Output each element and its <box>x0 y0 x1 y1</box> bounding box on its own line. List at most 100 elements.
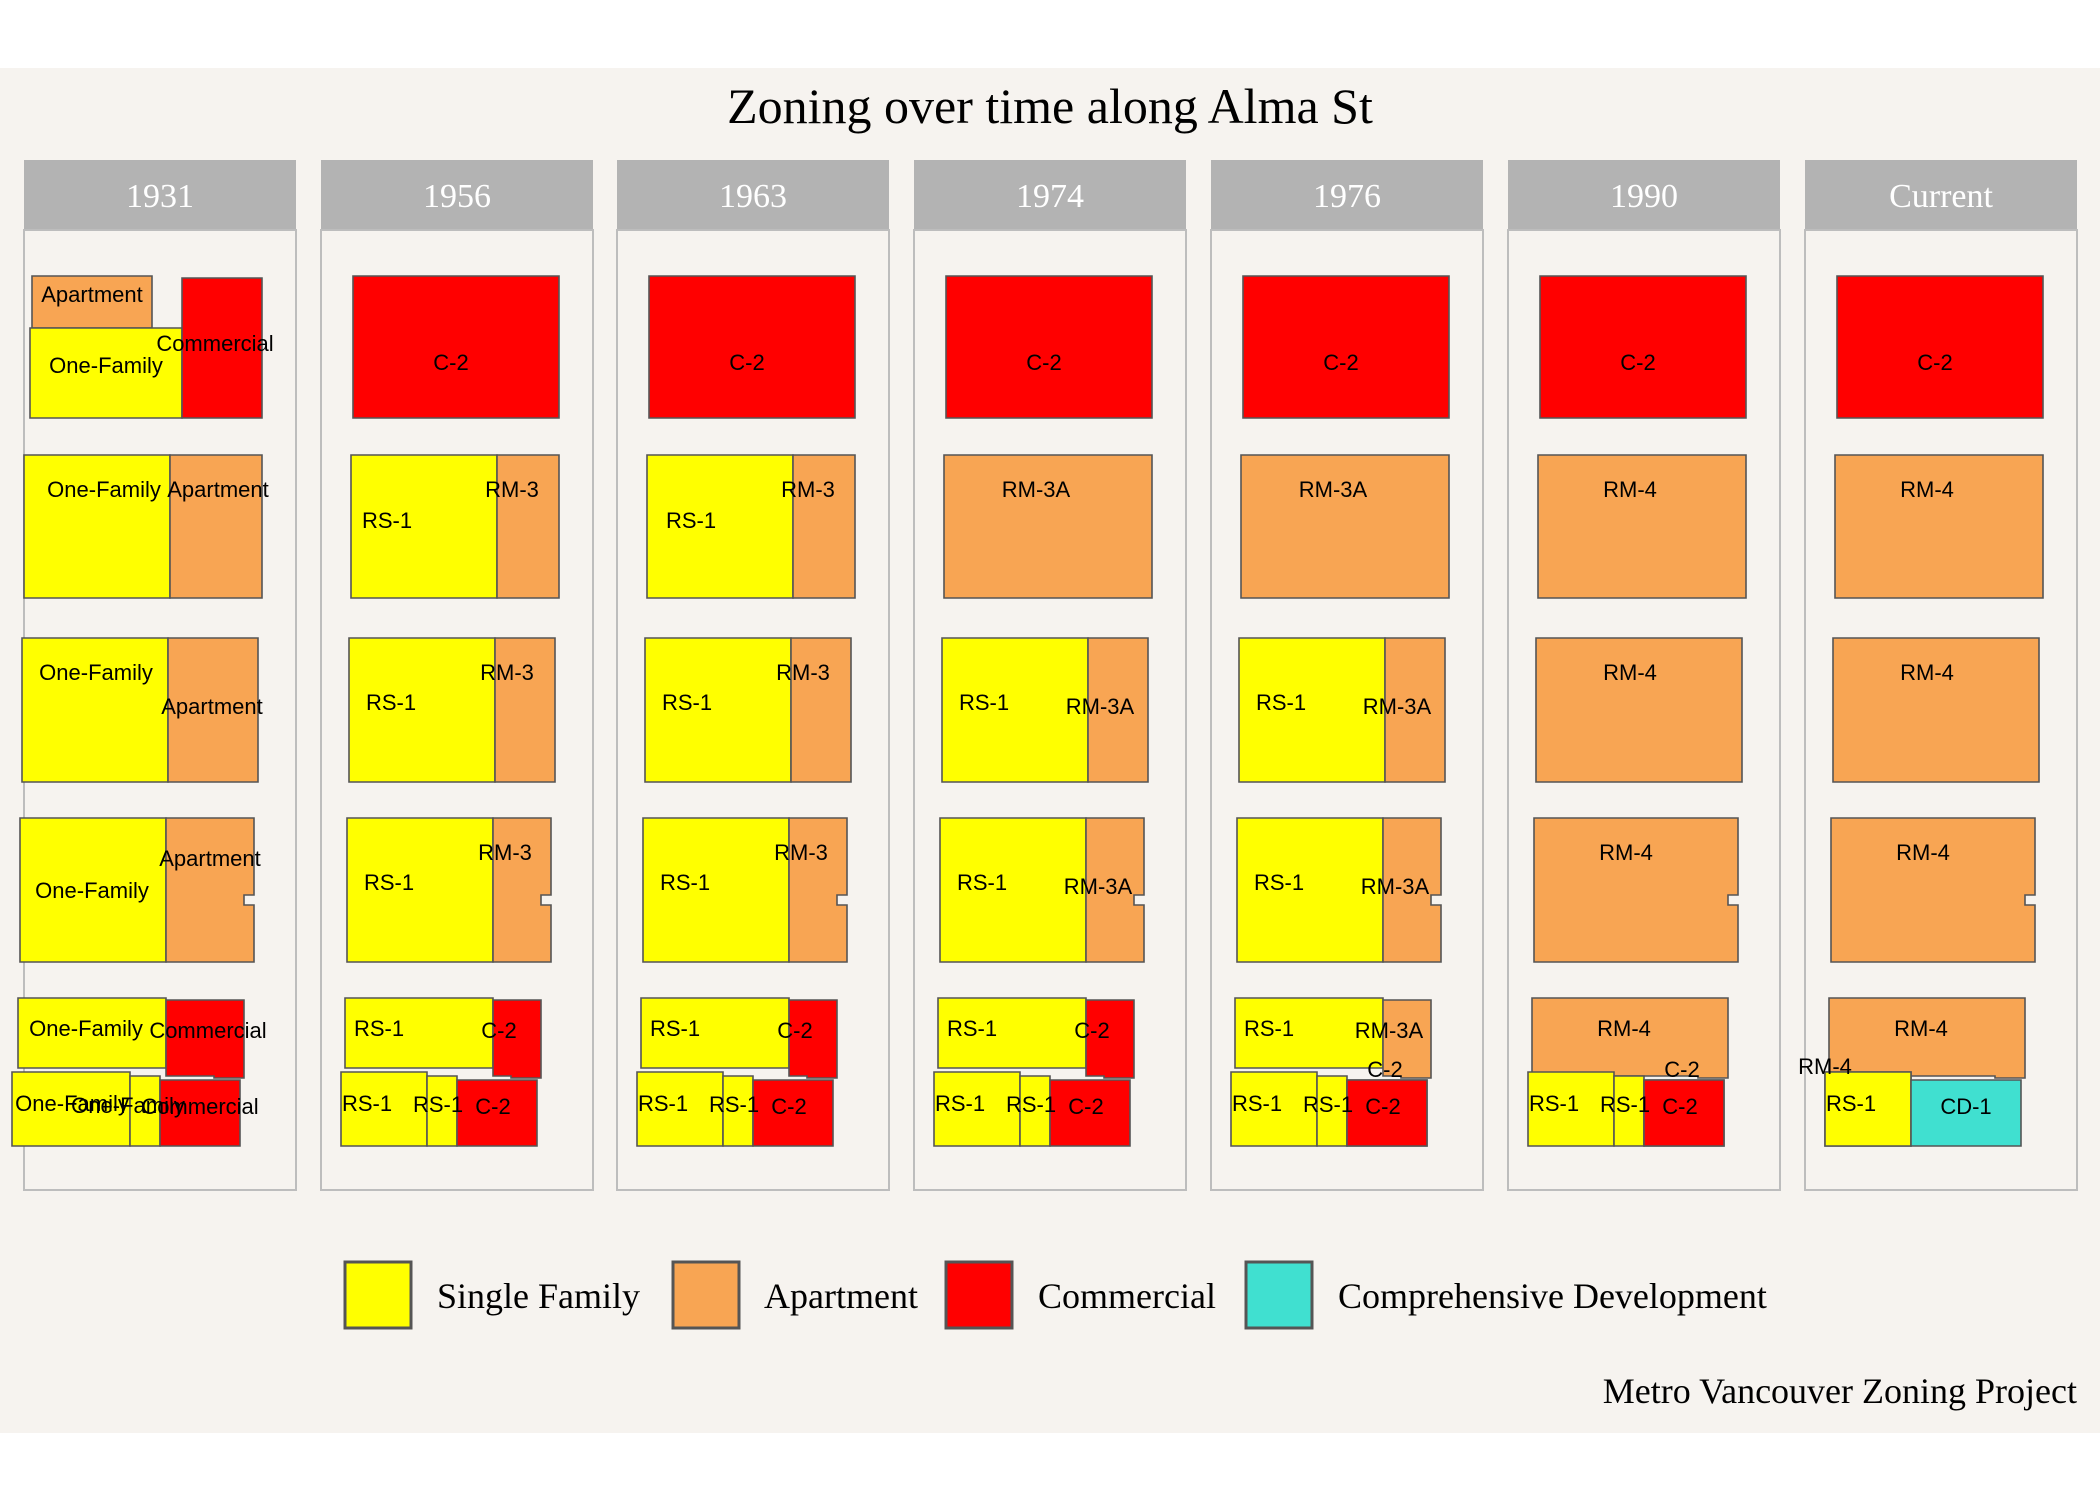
zoning-lot-commercial <box>1836 275 2044 419</box>
legend-item-commercial: Commercial <box>944 1260 1216 1330</box>
zoning-lot-label: CD-1 <box>1940 1094 1991 1119</box>
zoning-lots <box>1527 275 1747 1147</box>
facet-panel-border <box>1210 229 1484 1191</box>
plot-caption: Metro Vancouver Zoning Project <box>1603 1371 2077 1411</box>
zoning-lot-apartment <box>492 817 552 963</box>
facet-panel-1931: 1931ApartmentOne-FamilyCommercialOne-Fam… <box>11 160 297 1191</box>
facet-panel-1963: 1963 C-2 RS-1 RM-3 RS-1 RM-3 RS-1 RM-3 RS-1 C-2 RS… <box>616 160 890 1191</box>
zoning-labels: C-2 RS-1 RM-3 RS-1 RM-3 RS-1 RM-3 RS-1 C-2 RS-1 RS… <box>638 350 835 1119</box>
zoning-lot-label: RS-1 <box>1232 1091 1282 1116</box>
zoning-lot-apartment <box>496 454 560 599</box>
zoning-lot-commercial <box>648 275 856 419</box>
zoning-lot-apartment <box>494 637 556 783</box>
zoning-lot-label: RM-4 <box>1894 1016 1948 1041</box>
zoning-lot-label: RM-3A <box>1361 874 1430 899</box>
zoning-lot-label: C-2 <box>1620 350 1655 375</box>
facet-panel-1974: 1974 C-2 RM-3A RS-1 RM-3A RS-1 RM-3A RS-1 C-2 RS-… <box>913 160 1187 1191</box>
zoning-lot-commercial <box>945 275 1153 419</box>
zoning-lot-label: RS-1 <box>354 1016 404 1041</box>
zoning-lot-apartment <box>943 454 1153 599</box>
zoning-lot-apartment <box>1834 454 2044 599</box>
zoning-lot-apartment <box>169 454 263 599</box>
facet-strip <box>914 160 1186 230</box>
zoning-lot-label: RS-1 <box>1303 1092 1353 1117</box>
facet-strip <box>24 160 296 230</box>
zoning-lot-label: RM-4 <box>1603 660 1657 685</box>
zoning-lot-label: RS-1 <box>364 870 414 895</box>
zoning-lot-label: C-2 <box>1323 350 1358 375</box>
zoning-lot-label: One-Family <box>47 477 161 502</box>
zoning-lot-comprehensive-development <box>1910 1079 2022 1147</box>
zoning-lot-label: RS-1 <box>662 690 712 715</box>
zoning-lot-commercial <box>1643 1079 1725 1147</box>
zoning-lot-label: C-2 <box>1664 1057 1699 1082</box>
zoning-lot-apartment <box>1832 637 2040 783</box>
zoning-lots <box>11 275 263 1147</box>
zoning-lot-apartment <box>790 637 852 783</box>
legend-item-apartment: Apartment <box>671 1260 918 1330</box>
facet-strip <box>1211 160 1483 230</box>
zoning-labels: C-2 RM-4 RM-4 RM-4 RM-4 RS-1 RS-1 C-2 C-2 <box>1529 350 1700 1119</box>
zoning-lot-label: RS-1 <box>342 1091 392 1116</box>
zoning-lot-label: RM-3A <box>1066 694 1135 719</box>
zoning-lot-label: C-2 <box>1662 1094 1697 1119</box>
zoning-lot-label: One-Family <box>39 660 153 685</box>
zoning-lot-label: RM-4 <box>1599 840 1653 865</box>
zoning-lot-label: RS-1 <box>1244 1016 1294 1041</box>
zoning-lots <box>636 275 856 1147</box>
zoning-lot-label: RM-3A <box>1002 477 1071 502</box>
facet-panel-1976: 1976 C-2 RM-3A RS-1 RM-3A RS-1 RM-3A RS-1 RM-3A R… <box>1210 160 1484 1191</box>
zoning-lot-label: One-Family <box>29 1016 143 1041</box>
zoning-lot-label: C-2 <box>729 350 764 375</box>
zoning-lot-label: RM-3 <box>485 477 539 502</box>
zoning-lot-commercial <box>1539 275 1747 419</box>
zoning-lot-label: Apartment <box>161 694 263 719</box>
zoning-lot-apartment <box>167 637 259 783</box>
zoning-lot-label: C-2 <box>1367 1057 1402 1082</box>
zoning-lot-label: RS-1 <box>366 690 416 715</box>
zoning-lot-label: RS-1 <box>362 508 412 533</box>
legend-label: Apartment <box>764 1276 918 1316</box>
zoning-lot-label: RM-3A <box>1363 694 1432 719</box>
facet-panel-1990: 1990 C-2 RM-4 RM-4 RM-4 RM-4 RS-1 RS-1 C-2 C-2 <box>1507 160 1781 1191</box>
zoning-lot-commercial <box>788 999 838 1079</box>
zoning-lot-commercial <box>492 999 542 1079</box>
legend-swatch <box>944 1260 1014 1330</box>
zoning-lot-label: RM-3 <box>774 840 828 865</box>
zoning-lot-apartment <box>1240 454 1450 599</box>
zoning-lot-commercial <box>752 1079 834 1147</box>
zoning-lot-apartment <box>1085 817 1145 963</box>
plot-title: Zoning over time along Alma St <box>727 78 1373 134</box>
zoning-lot-label: RM-3 <box>781 477 835 502</box>
zoning-lot-apartment <box>165 817 255 963</box>
zoning-lot-label: C-2 <box>777 1018 812 1043</box>
zoning-lot-label: RM-4 <box>1896 840 1950 865</box>
zoning-lot-apartment <box>1537 454 1747 599</box>
facet-strip-label: 1956 <box>423 178 491 215</box>
zoning-lot-label: RM-4 <box>1798 1054 1852 1079</box>
zoning-lot-apartment <box>1830 817 2036 963</box>
zoning-labels: C-2 RS-1 RM-3 RS-1 RM-3 RS-1 RM-3 RS-1 C-2 RS-1 RS… <box>342 350 539 1119</box>
zoning-lot-label: RM-4 <box>1900 477 1954 502</box>
zoning-lot-commercial <box>181 277 263 419</box>
zoning-lot-label: RS-1 <box>650 1016 700 1041</box>
zoning-lot-label: One-Family <box>71 1093 185 1118</box>
facet-strip <box>617 160 889 230</box>
legend-swatch <box>1244 1260 1314 1330</box>
zoning-labels: C-2 RM-4 RM-4 RM-4 RM-4 RM-4 RS-1 CD-1 <box>1798 350 1992 1119</box>
zoning-lot-label: RM-3 <box>480 660 534 685</box>
zoning-lot-commercial <box>456 1079 538 1147</box>
zoning-lot-label: RS-1 <box>935 1091 985 1116</box>
facet-panel-border <box>616 229 890 1191</box>
facet-strip-label: 1976 <box>1313 178 1381 215</box>
facet-panel-border <box>320 229 594 1191</box>
zoning-lot-label: One-Family <box>35 878 149 903</box>
facet-panels: 1931ApartmentOne-FamilyCommercialOne-Fam… <box>11 160 2078 1191</box>
zoning-lot-label: RS-1 <box>413 1092 463 1117</box>
zoning-lot-label: C-2 <box>1074 1018 1109 1043</box>
zoning-lot-label: C-2 <box>1026 350 1061 375</box>
legend-label: Commercial <box>1038 1276 1216 1316</box>
zoning-lot-label: RS-1 <box>947 1016 997 1041</box>
zoning-lot-label: RS-1 <box>709 1092 759 1117</box>
